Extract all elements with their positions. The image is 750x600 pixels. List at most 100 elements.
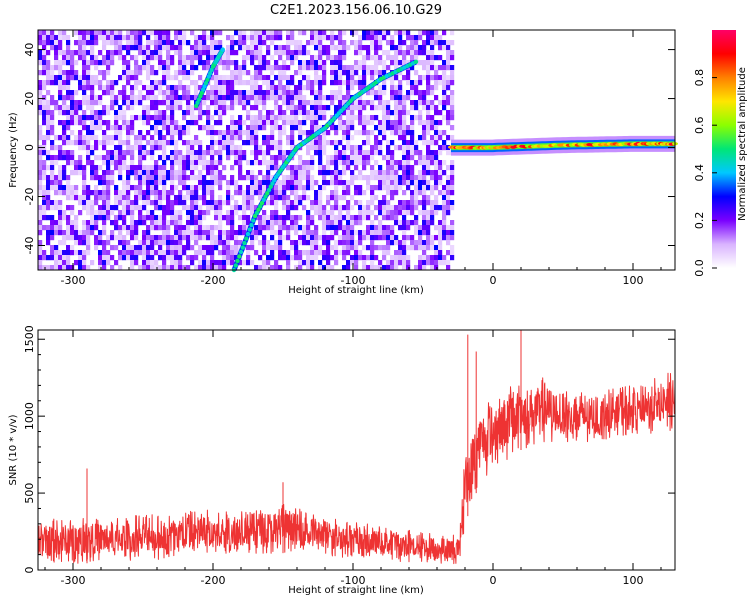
spectrogram-cell: [330, 190, 335, 196]
spectrogram-cell: [270, 65, 275, 71]
spectrogram-cell: [442, 45, 447, 51]
spectrogram-cell: [54, 185, 59, 191]
spectrogram-cell: [274, 200, 279, 206]
spectrogram-cell: [446, 195, 451, 201]
spectrogram-cell: [254, 105, 259, 111]
spectrogram-cell: [450, 190, 455, 196]
spectrogram-cell: [154, 45, 159, 51]
spectrogram-cell: [410, 145, 415, 151]
spectrogram-cell: [370, 165, 375, 171]
spectrogram-cell: [298, 200, 303, 206]
spectrogram-cell: [318, 160, 323, 166]
spectrogram-cell: [202, 125, 207, 131]
spectrogram-cell: [102, 160, 107, 166]
spectrogram-cell: [446, 240, 451, 246]
spectrogram-cell: [338, 170, 343, 176]
spectrogram-cell: [386, 185, 391, 191]
spectrogram-cell: [58, 65, 63, 71]
spectrogram-cell: [54, 250, 59, 256]
spectrogram-cell: [442, 200, 447, 206]
spectrogram-cell: [182, 265, 187, 271]
spectrogram-cell: [178, 195, 183, 201]
spectrogram-cell: [306, 255, 311, 261]
spectrogram-cell: [74, 160, 79, 166]
spectrogram-cell: [326, 35, 331, 41]
spectrogram-cell: [278, 150, 283, 156]
spectrogram-cell: [150, 175, 155, 181]
spectrogram-cell: [146, 35, 151, 41]
spectrogram-cell: [186, 55, 191, 61]
spectrogram-cell: [98, 30, 103, 36]
spectrogram-cell: [142, 55, 147, 61]
spectrogram-cell: [378, 200, 383, 206]
spectrogram-cell: [426, 65, 431, 71]
spectrogram-cell: [170, 85, 175, 91]
spectrogram-cell: [242, 80, 247, 86]
spectrogram-cell: [278, 55, 283, 61]
spectrogram-cell: [282, 125, 287, 131]
spectrogram-cell: [66, 90, 71, 96]
spectrogram-cell: [310, 255, 315, 261]
spectrogram-cell: [230, 125, 235, 131]
spectrogram-cell: [310, 55, 315, 61]
spectrogram-cell: [298, 175, 303, 181]
spectrogram-cell: [438, 45, 443, 51]
spectrogram-cell: [270, 130, 275, 136]
spectrogram-cell: [374, 205, 379, 211]
spectrogram-cell: [194, 215, 199, 221]
spectrogram-cell: [214, 30, 219, 36]
spectrogram-cell: [110, 205, 115, 211]
spectrogram-cell: [242, 70, 247, 76]
spectrogram-cell: [250, 150, 255, 156]
spectrogram-cell: [426, 240, 431, 246]
spectrogram-cell: [42, 215, 47, 221]
spectrogram-cell: [246, 170, 251, 176]
spectrogram-cell: [246, 215, 251, 221]
spectrogram-cell: [238, 185, 243, 191]
spectrogram-cell: [38, 55, 43, 61]
spectrogram-cell: [210, 205, 215, 211]
spectrogram-cell: [306, 250, 311, 256]
spectrogram-cell: [378, 55, 383, 61]
spectrogram-cell: [354, 30, 359, 36]
spectrogram-cell: [350, 75, 355, 81]
spectrogram-cell: [290, 215, 295, 221]
spectrogram-cell: [314, 55, 319, 61]
spectrogram-cell: [358, 240, 363, 246]
spectrogram-cell: [190, 165, 195, 171]
spectrogram-cell: [126, 210, 131, 216]
tone-mark: [272, 178, 277, 183]
spectrogram-cell: [386, 115, 391, 121]
spectrogram-cell: [126, 150, 131, 156]
spectrogram-cell: [378, 125, 383, 131]
spectrogram-cell: [302, 120, 307, 126]
spectrogram-cell: [62, 235, 67, 241]
spectrogram-cell: [270, 235, 275, 241]
spectrogram-cell: [86, 235, 91, 241]
spectrogram-cell: [106, 35, 111, 41]
spectrogram-cell: [86, 75, 91, 81]
spectrogram-cell: [426, 260, 431, 266]
spectrogram-cell: [94, 80, 99, 86]
spectrogram-cell: [118, 175, 123, 181]
spectrogram-cell: [442, 145, 447, 151]
spectrogram-cell: [174, 95, 179, 101]
spectrogram-cell: [82, 115, 87, 121]
spectrogram-cell: [370, 45, 375, 51]
spectrogram-cell: [398, 225, 403, 231]
spectrogram-cell: [122, 190, 127, 196]
spectrogram-cell: [282, 85, 287, 91]
spectrogram-cell: [314, 80, 319, 86]
spectrogram-cell: [258, 120, 263, 126]
spectrogram-cell: [426, 80, 431, 86]
spectrogram-cell: [282, 115, 287, 121]
spectrogram-cell: [154, 50, 159, 56]
spectrogram-cell: [42, 210, 47, 216]
spectrogram-cell: [282, 60, 287, 66]
spectrogram-cell: [146, 255, 151, 261]
spectrogram-cell: [178, 105, 183, 111]
spectrogram-cell: [338, 80, 343, 86]
spectrogram-cell: [226, 80, 231, 86]
spectrogram-cell: [382, 90, 387, 96]
spectrogram-cell: [438, 245, 443, 251]
